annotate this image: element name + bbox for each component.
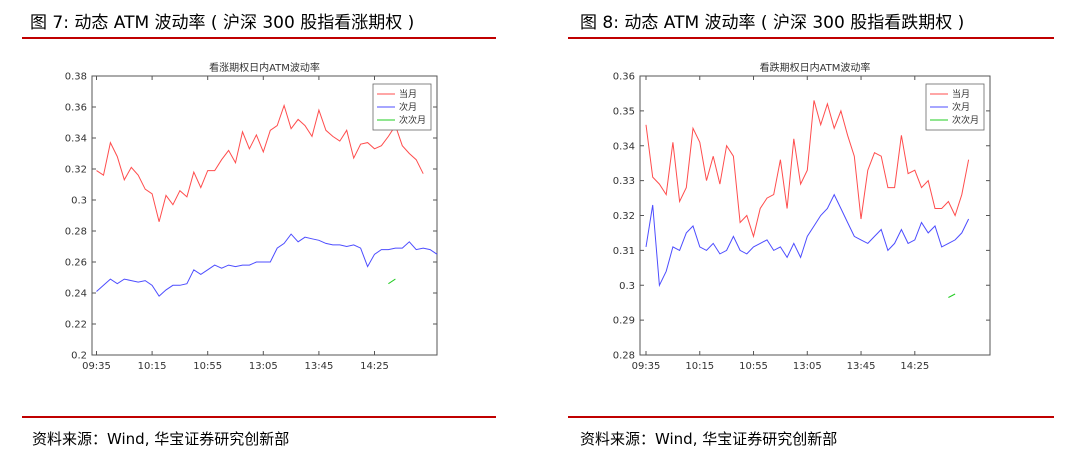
source-right: 资料来源：Wind, 华宝证券研究创新部 xyxy=(580,430,838,448)
y-tick-label: 0.38 xyxy=(65,72,87,83)
legend-label: 次月 xyxy=(952,101,970,113)
title-rule-right xyxy=(568,37,1054,39)
x-tick-label: 13:05 xyxy=(249,361,278,372)
y-tick-label: 0.31 xyxy=(613,246,635,257)
chart-left: 看涨期权日内ATM波动率 0.2 0.22 0.24 0.26 0.28 0.3 0.32 0.… xyxy=(65,61,438,372)
y-tick-label: 0.2 xyxy=(71,351,87,362)
right-panel: 图 8: 动态 ATM 波动率 ( 沪深 300 股指看跌期权 ) 看跌期权日内… xyxy=(560,0,1080,464)
x-tick-label: 13:45 xyxy=(847,361,876,372)
y-tick-label: 0.34 xyxy=(613,141,635,152)
series-line-当月 xyxy=(96,103,424,222)
x-tick-label: 09:35 xyxy=(82,361,111,372)
x-tick-label: 09:35 xyxy=(632,361,661,372)
y-tick-label: 0.36 xyxy=(65,103,87,114)
y-tick-label: 0.34 xyxy=(65,134,87,145)
left-panel: 图 7: 动态 ATM 波动率 ( 沪深 300 股指看涨期权 ) 看涨期权日内… xyxy=(0,0,520,464)
legend-label: 次次月 xyxy=(952,114,979,126)
source-rule-left xyxy=(22,416,496,418)
plot-title-right: 看跌期权日内ATM波动率 xyxy=(760,61,871,74)
source-rule-right xyxy=(568,416,1054,418)
series-line-次次月 xyxy=(388,278,396,285)
x-tick-label: 14:25 xyxy=(900,361,929,372)
y-tick-label: 0.35 xyxy=(613,106,635,117)
y-tick-label: 0.28 xyxy=(65,227,87,238)
y-tick-label: 0.32 xyxy=(65,165,87,176)
y-tick-label: 0.3 xyxy=(71,196,87,207)
title-rule-left xyxy=(22,37,496,39)
x-tick-label: 10:15 xyxy=(685,361,714,372)
x-tick-label: 13:05 xyxy=(793,361,822,372)
x-tick-label: 14:25 xyxy=(360,361,389,372)
y-tick-label: 0.22 xyxy=(65,320,87,331)
legend-box-right xyxy=(925,83,985,131)
y-tick-label: 0.32 xyxy=(613,211,635,222)
x-tick-label: 13:45 xyxy=(304,361,333,372)
plot-title-left: 看涨期权日内ATM波动率 xyxy=(209,61,320,74)
y-tick-label: 0.26 xyxy=(65,258,87,269)
y-tick-label: 0.33 xyxy=(613,176,635,187)
figure-title-left: 图 7: 动态 ATM 波动率 ( 沪深 300 股指看涨期权 ) xyxy=(30,13,415,33)
y-tick-label: 0.28 xyxy=(613,351,635,362)
series-line-次月 xyxy=(645,193,970,288)
y-tick-label: 0.36 xyxy=(613,72,635,83)
source-left: 资料来源：Wind, 华宝证券研究创新部 xyxy=(32,430,290,448)
x-tick-label: 10:55 xyxy=(739,361,768,372)
series-line-次次月 xyxy=(948,293,956,298)
legend-label: 次次月 xyxy=(399,114,426,126)
x-tick-label: 10:55 xyxy=(193,361,222,372)
legend-label: 当月 xyxy=(952,88,970,100)
y-tick-label: 0.29 xyxy=(613,316,635,327)
y-tick-label: 0.3 xyxy=(619,281,635,292)
legend-label: 当月 xyxy=(399,88,417,100)
x-tick-label: 10:15 xyxy=(138,361,167,372)
series-line-次月 xyxy=(96,233,438,297)
figure-title-right: 图 8: 动态 ATM 波动率 ( 沪深 300 股指看跌期权 ) xyxy=(580,13,965,33)
chart-right: 看跌期权日内ATM波动率 0.28 0.29 0.3 0.31 0.32 0.33 0.34 0… xyxy=(613,61,991,372)
legend-label: 次月 xyxy=(399,101,417,113)
y-tick-label: 0.24 xyxy=(65,289,87,300)
series-line-当月 xyxy=(645,100,970,239)
